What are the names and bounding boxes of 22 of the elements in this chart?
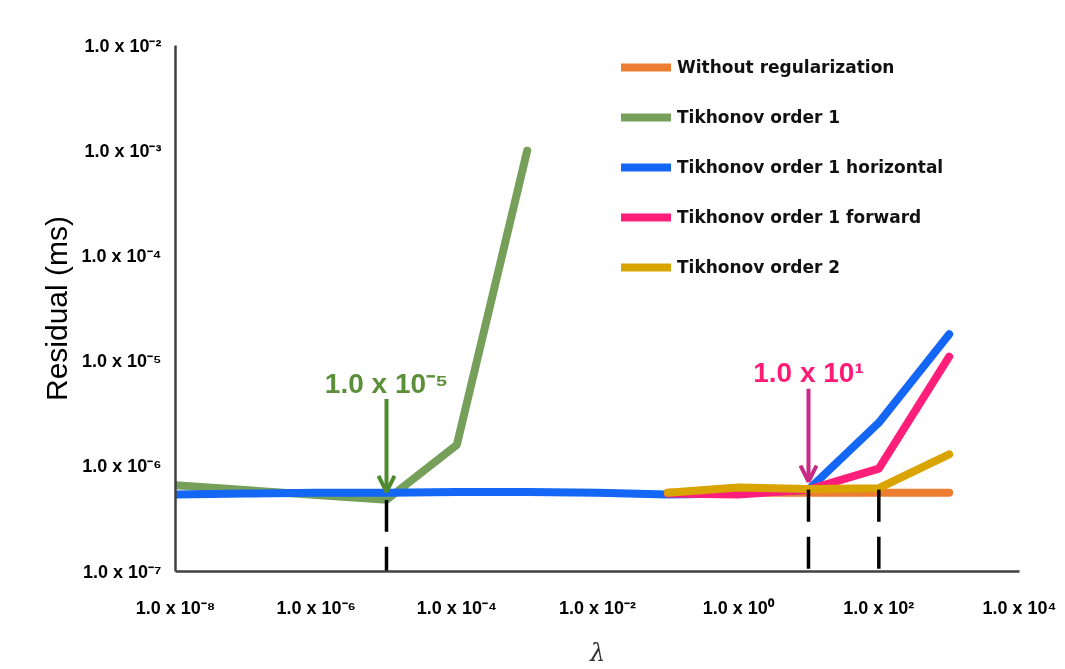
x-tick-label: 1.0 x 10² bbox=[843, 597, 915, 618]
legend-label: Tikhonov order 1 horizontal bbox=[677, 157, 945, 177]
legend-label: Tikhonov order 1 bbox=[677, 107, 842, 127]
y-tick-label: 1.0 x 10⁻⁵ bbox=[81, 351, 162, 372]
y-tick-label: 1.0 x 10⁻³ bbox=[84, 140, 162, 161]
x-tick-label: 1.0 x 10⁻⁸ bbox=[135, 597, 216, 618]
legend-label: Tikhonov order 1 forward bbox=[677, 207, 923, 227]
x-tick-label: 1.0 x 10⁴ bbox=[982, 597, 1057, 618]
x-tick-label: 1.0 x 10⁻⁶ bbox=[276, 597, 356, 618]
x-tick-label: 1.0 x 10⁻⁴ bbox=[416, 597, 497, 618]
annotation: 1.0 x 10¹ bbox=[753, 357, 864, 389]
y-tick-label: 1.0 x 10⁻² bbox=[84, 35, 162, 56]
x-tick-label: 1.0 x 10⁻² bbox=[558, 597, 637, 618]
y-tick-label: 1.0 x 10⁻⁶ bbox=[82, 456, 162, 477]
y-axis-title: Residual (ms) bbox=[39, 215, 73, 402]
legend-label: Without regularization bbox=[677, 57, 896, 77]
legend-label: Tikhonov order 2 bbox=[677, 257, 842, 277]
annotation: 1.0 x 10⁻⁵ bbox=[324, 367, 449, 399]
x-axis-title: λ bbox=[588, 638, 606, 667]
x-tick-label: 1.0 x 10⁰ bbox=[702, 597, 775, 618]
y-tick-label: 1.0 x 10⁻⁷ bbox=[83, 561, 162, 582]
y-tick-label: 1.0 x 10⁻⁴ bbox=[81, 245, 162, 266]
